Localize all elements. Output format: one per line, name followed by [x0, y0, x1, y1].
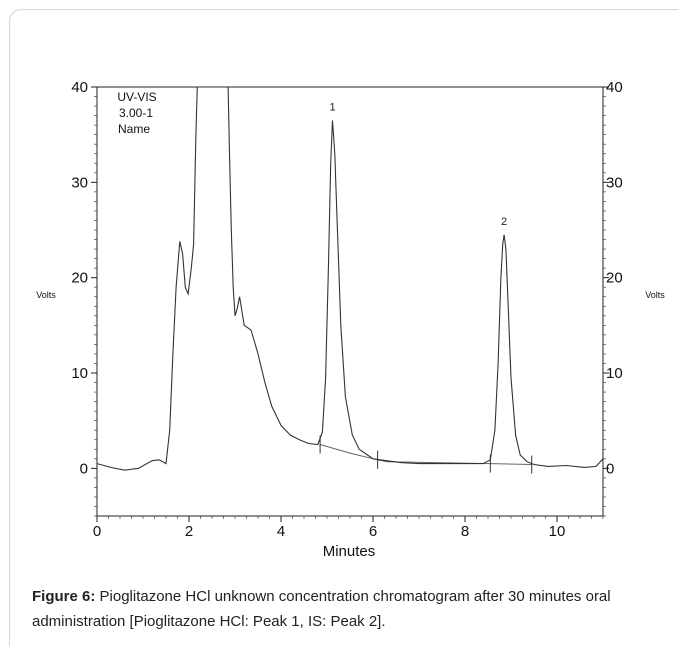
y-tick-label-right: 10: [606, 365, 623, 382]
figure-caption-text: Pioglitazone HCl unknown concentration c…: [32, 588, 611, 630]
chart-plot-area: 12: [97, 87, 603, 474]
y-tick-label-left: 10: [71, 365, 88, 382]
y-tick-label-right: 30: [606, 174, 623, 191]
figure-caption: Figure 6: Pioglitazone HCl unknown conce…: [32, 584, 657, 634]
y-tick-label-left: 30: [71, 174, 88, 191]
x-tick-label: 8: [461, 523, 469, 540]
y-axis-label-right: Volts: [645, 290, 665, 300]
x-tick-label: 2: [185, 523, 193, 540]
figure-label: Figure 6:: [32, 588, 96, 605]
x-axis-label: Minutes: [323, 543, 376, 560]
y-tick-label-left: 0: [80, 460, 88, 477]
peak-label: 1: [329, 101, 335, 113]
chromatogram-trace: [97, 87, 603, 471]
annotation-line: 3.00-1: [119, 106, 153, 120]
peak-label: 2: [501, 216, 507, 228]
x-tick-label: 10: [549, 523, 566, 540]
x-tick-label: 6: [369, 523, 377, 540]
plot-frame: [96, 86, 604, 517]
x-tick-label: 0: [93, 523, 101, 540]
annotation-line: UV-VIS: [117, 90, 156, 104]
y-tick-label-left: 20: [71, 270, 88, 287]
figure-frame: [9, 9, 678, 646]
y-tick-label-right: 0: [606, 460, 614, 477]
y-tick-label-right: 20: [606, 270, 623, 287]
chart-axes: 0 0 10 10 20 20 30 30 40 40 0 2 4 6 8 10: [71, 79, 622, 540]
y-tick-label-left: 40: [71, 79, 88, 96]
y-tick-label-right: 40: [606, 79, 623, 96]
detector-annotation: UV-VIS 3.00-1 Name: [117, 90, 156, 136]
annotation-line: Name: [118, 122, 150, 136]
y-axis-label-left: Volts: [36, 290, 56, 300]
integration-baseline: [319, 444, 532, 465]
x-tick-label: 4: [277, 523, 285, 540]
